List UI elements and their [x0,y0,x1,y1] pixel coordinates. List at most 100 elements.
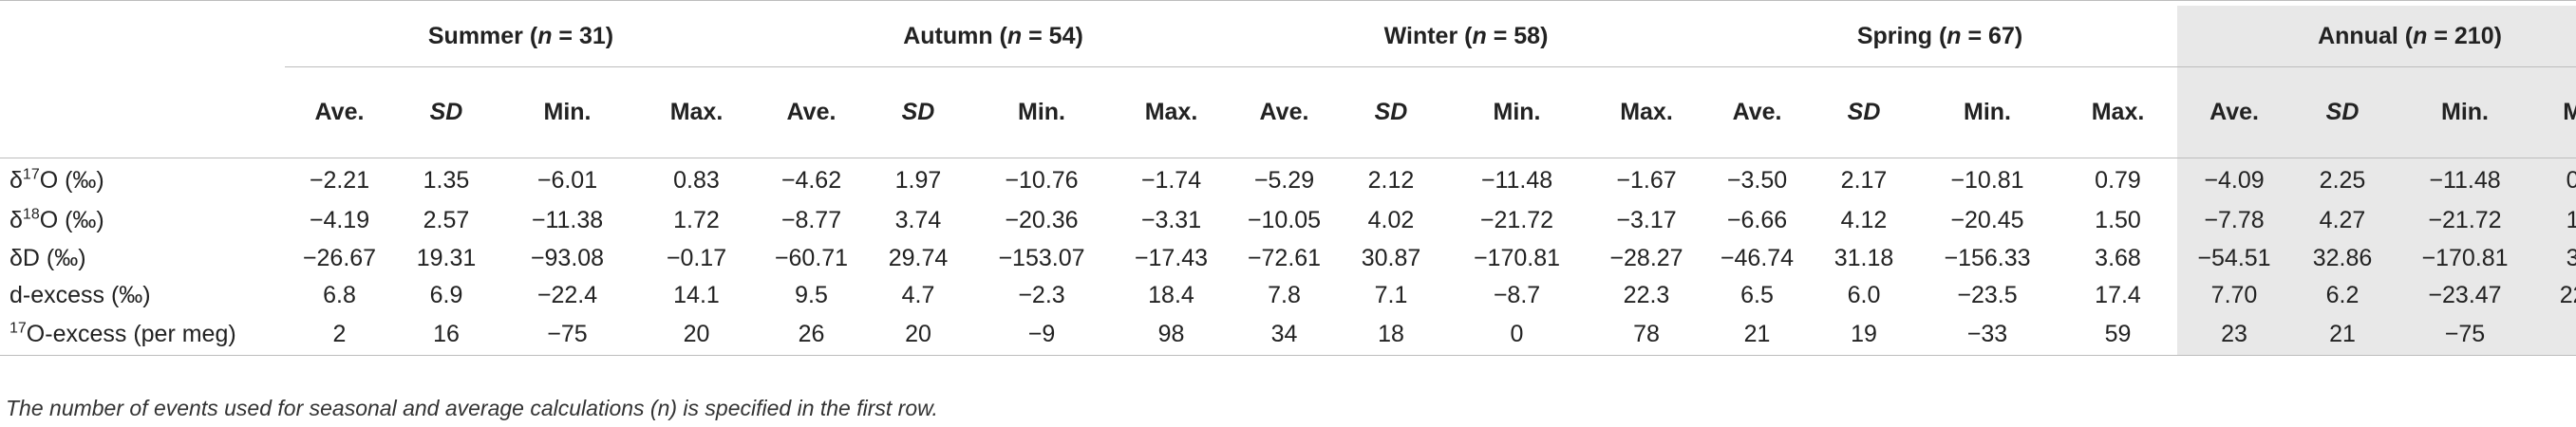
table-cell: −23.47 [2394,277,2537,315]
table-cell: −5.29 [1230,158,1339,202]
table-cell: 18 [1339,314,1443,356]
table-cell: −72.61 [1247,244,1322,271]
col-header-sd: SD [1339,66,1443,158]
table-cell: −1.74 [1113,158,1230,202]
group-header-summer: Summer (n = 31) [427,22,614,49]
table-cell: 98 [1113,314,1230,356]
table-cell: −10.76 [970,158,1113,202]
table-cell: 0 [1443,314,1590,356]
table-cell: 98 [2536,314,2576,356]
row-label-superscript: 17 [22,166,40,183]
table-row: δD (‰) −26.67 19.31 −93.08 −0.17 −60.71 29.74 −… [0,239,2576,278]
isotope-statistics-table: Summer (n = 31) Autumn (n = 54) Winter (… [0,6,2576,356]
col-header-sd: SD [2291,66,2395,158]
row-label-prefix: δD (‰) [9,244,86,271]
table-cell: −11.38 [531,207,604,234]
table-cell: 22.26 [2536,277,2576,315]
col-header-max: Max. [2536,66,2576,158]
table-cell: −153.07 [998,244,1085,271]
table-cell: −46.74 [1720,244,1795,271]
table-cell: −33 [1916,314,2059,356]
col-header-min: Min. [1443,66,1590,158]
table-cell: −26.67 [302,244,377,271]
table-cell: 22.3 [1623,282,1670,309]
col-header-sd: SD [866,66,970,158]
table-cell: 59 [2059,314,2178,356]
table-cell: −1.67 [1590,158,1703,202]
table-row: 17O-excess (per meg) 2 16 −75 20 26 20 −9 98 34 18… [0,314,2576,356]
season-header-row: Summer (n = 31) Autumn (n = 54) Winter (… [0,6,2576,67]
table-cell: −3.31 [1140,207,1202,234]
table-cell: 1.35 [394,158,498,202]
row-label-header [0,67,285,158]
table-cell: −4.09 [2177,158,2292,202]
table-cell: −11.48 [1443,158,1590,202]
table-cell: −28.27 [1609,244,1683,271]
col-header-max: Max. [2059,66,2178,158]
row-label-prefix: δ [9,207,23,234]
table-cell: 6.0 [1847,282,1881,309]
row-label: d-excess (‰) [0,277,285,315]
table-cell: 3.68 [2536,239,2576,278]
table-cell: 6.9 [429,282,463,309]
table-cell: −6.66 [1726,207,1788,234]
table-cell: 19.31 [416,244,477,271]
table-cell: −8.7 [1493,282,1541,309]
table-cell: −21.72 [1479,207,1554,234]
table-cell: 4.7 [901,282,935,309]
table-cell: −20.45 [1950,207,2024,234]
table-cell: 2.17 [1812,158,1917,202]
table-cell: 17.4 [2095,282,2141,309]
row-label-suffix: O (‰) [39,207,104,234]
table-cell: 20 [866,314,970,356]
table-cell: 21 [1702,314,1813,356]
corner-cell [0,6,285,67]
table-cell: 6.8 [323,282,356,309]
table-cell: 2.57 [423,207,470,234]
statistic-header-row: Ave. SD Min. Max. Ave. SD Min. Max. Ave.… [0,66,2576,158]
table-cell: 20 [636,314,757,356]
row-label: δD (‰) [0,240,285,278]
col-header-ave: Ave. [757,66,866,158]
col-header-ave: Ave. [1230,66,1339,158]
table-cell: 19 [1812,314,1917,356]
table-cell: 3.74 [894,207,942,234]
table-cell: −23.5 [1957,282,2018,309]
row-label-suffix: O-excess (per meg) [26,321,236,348]
col-header-sd: SD [394,66,498,158]
table-cell: 16 [394,314,498,356]
table-cell: −7.78 [2177,202,2292,240]
table-cell: −156.33 [1944,244,2031,271]
table-cell: 0.83 [636,158,757,202]
group-header-winter: Winter (n = 58) [1383,22,1549,49]
row-label: δ18O (‰) [0,202,285,240]
table-cell: 4.27 [2291,202,2395,240]
table-cell: 2 [285,314,394,356]
table-cell: −2.21 [285,158,394,202]
table-footnote: The number of events used for seasonal a… [6,396,938,420]
col-header-max: Max. [1113,66,1230,158]
row-label-superscript: 18 [22,206,40,223]
table-cell: −170.81 [2394,239,2537,278]
row-label-superscript: 17 [9,320,27,337]
row-label-prefix: δ [9,166,23,194]
group-header-annual: Annual (n = 210) [2177,6,2576,67]
table-cell: −10.81 [1916,158,2059,202]
table-cell: −54.51 [2177,239,2292,278]
col-header-max: Max. [636,66,757,158]
table-cell: 1.50 [2095,207,2141,234]
table-cell: 18.4 [1148,282,1194,309]
table-cell: 4.12 [1840,207,1888,234]
table-cell: −8.77 [780,207,842,234]
table-cell: 2.12 [1339,158,1443,202]
table-cell: 30.87 [1361,244,1421,271]
table-cell: 1.72 [2536,202,2576,240]
table-cell: −10.05 [1247,207,1322,234]
table-cell: −17.43 [1134,244,1209,271]
table-row: δ17O (‰) −2.21 1.35 −6.01 0.83 −4.62 1.97 −10.7… [0,158,2576,202]
table-cell: 32.86 [2291,239,2395,278]
table-cell: 23 [2177,314,2292,356]
table-cell: −11.48 [2394,158,2537,202]
col-header-ave: Ave. [1702,66,1813,158]
